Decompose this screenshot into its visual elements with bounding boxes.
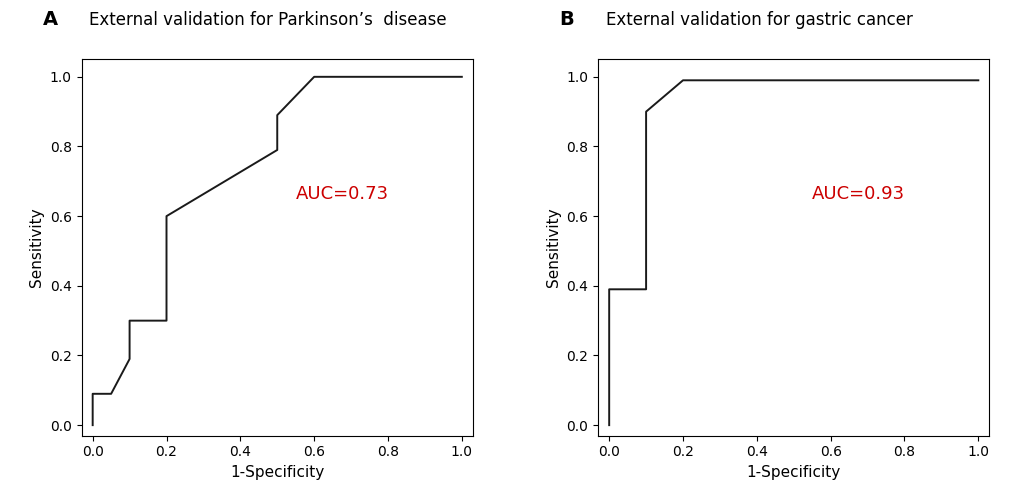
Y-axis label: Sensitivity: Sensitivity xyxy=(545,208,560,287)
Text: External validation for gastric cancer: External validation for gastric cancer xyxy=(605,11,912,29)
X-axis label: 1-Specificity: 1-Specificity xyxy=(746,465,840,480)
Text: A: A xyxy=(43,10,57,29)
Text: AUC=0.93: AUC=0.93 xyxy=(811,185,905,203)
Text: B: B xyxy=(558,10,573,29)
Text: External validation for Parkinson’s  disease: External validation for Parkinson’s dise… xyxy=(90,11,446,29)
Y-axis label: Sensitivity: Sensitivity xyxy=(30,208,44,287)
Text: AUC=0.73: AUC=0.73 xyxy=(296,185,388,203)
X-axis label: 1-Specificity: 1-Specificity xyxy=(230,465,324,480)
